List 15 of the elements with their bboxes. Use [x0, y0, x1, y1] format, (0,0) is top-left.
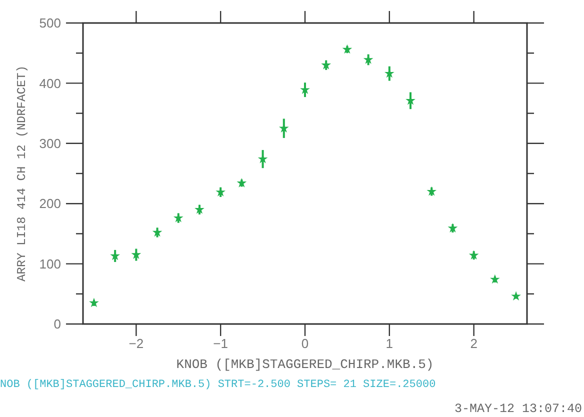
text: NOB ([MKB]STAGGERED_CHIRP.MKB.5) STRT=-2.500 STEPS= 21 SIZE=.25000	[0, 379, 436, 391]
x-tick-label: −2	[128, 336, 144, 351]
y-tick-label: 300	[39, 136, 61, 151]
y-tick-label: 200	[39, 196, 61, 212]
x-tick-label: −1	[213, 336, 228, 351]
x-tick-label: 2	[470, 336, 478, 351]
y-tick-label: 400	[39, 76, 61, 91]
y-tick-label: 0	[54, 316, 61, 332]
y-tick-label: 100	[39, 256, 61, 272]
text: 3-MAY-12 13:07:40	[454, 402, 582, 416]
x-tick-label: 0	[301, 336, 309, 351]
y-axis-title: ARRY LI18 414 CH 12 (NDRFACET)	[15, 65, 29, 282]
x-tick-label: 1	[386, 336, 394, 351]
y-tick-label: 500	[39, 16, 61, 31]
x-axis-title: KNOB ([MKB]STAGGERED_CHIRP.MKB.5)	[176, 357, 434, 372]
